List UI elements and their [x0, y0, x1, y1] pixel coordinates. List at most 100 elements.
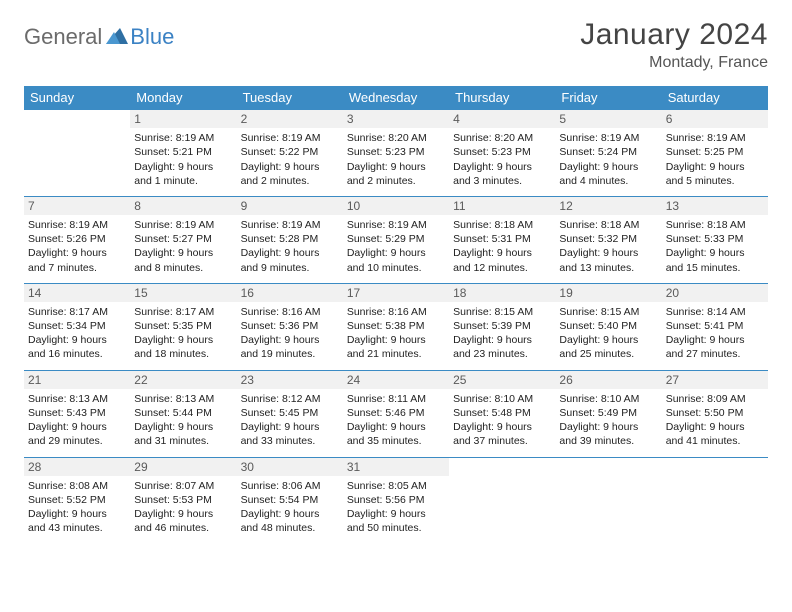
day-number: 15 — [130, 284, 236, 302]
sunset-line: Sunset: 5:54 PM — [241, 493, 339, 507]
day-number: 5 — [555, 110, 661, 128]
weekday-header: Sunday — [24, 86, 130, 110]
calendar-day-cell: 14Sunrise: 8:17 AMSunset: 5:34 PMDayligh… — [24, 283, 130, 370]
sunset-line: Sunset: 5:26 PM — [28, 232, 126, 246]
day-number: 11 — [449, 197, 555, 215]
calendar-day-cell — [662, 457, 768, 543]
sunrise-line: Sunrise: 8:06 AM — [241, 479, 339, 493]
sunrise-line: Sunrise: 8:18 AM — [559, 218, 657, 232]
sunset-line: Sunset: 5:56 PM — [347, 493, 445, 507]
calendar-day-cell: 2Sunrise: 8:19 AMSunset: 5:22 PMDaylight… — [237, 110, 343, 197]
sunset-line: Sunset: 5:40 PM — [559, 319, 657, 333]
sunset-line: Sunset: 5:49 PM — [559, 406, 657, 420]
sunset-line: Sunset: 5:45 PM — [241, 406, 339, 420]
sunset-line: Sunset: 5:22 PM — [241, 145, 339, 159]
calendar-day-cell — [24, 110, 130, 197]
calendar-day-cell: 22Sunrise: 8:13 AMSunset: 5:44 PMDayligh… — [130, 370, 236, 457]
calendar-body: 1Sunrise: 8:19 AMSunset: 5:21 PMDaylight… — [24, 110, 768, 544]
daylight-line: Daylight: 9 hours and 27 minutes. — [666, 333, 764, 361]
calendar-day-cell: 12Sunrise: 8:18 AMSunset: 5:32 PMDayligh… — [555, 196, 661, 283]
daylight-line: Daylight: 9 hours and 7 minutes. — [28, 246, 126, 274]
daylight-line: Daylight: 9 hours and 1 minute. — [134, 160, 232, 188]
daylight-line: Daylight: 9 hours and 41 minutes. — [666, 420, 764, 448]
sunset-line: Sunset: 5:48 PM — [453, 406, 551, 420]
sunset-line: Sunset: 5:31 PM — [453, 232, 551, 246]
sunset-line: Sunset: 5:25 PM — [666, 145, 764, 159]
sunset-line: Sunset: 5:23 PM — [347, 145, 445, 159]
calendar-day-cell: 30Sunrise: 8:06 AMSunset: 5:54 PMDayligh… — [237, 457, 343, 543]
day-number: 6 — [662, 110, 768, 128]
sunset-line: Sunset: 5:32 PM — [559, 232, 657, 246]
calendar-day-cell: 25Sunrise: 8:10 AMSunset: 5:48 PMDayligh… — [449, 370, 555, 457]
sunset-line: Sunset: 5:29 PM — [347, 232, 445, 246]
sunset-line: Sunset: 5:44 PM — [134, 406, 232, 420]
daylight-line: Daylight: 9 hours and 29 minutes. — [28, 420, 126, 448]
sunset-line: Sunset: 5:36 PM — [241, 319, 339, 333]
daylight-line: Daylight: 9 hours and 23 minutes. — [453, 333, 551, 361]
day-number: 29 — [130, 458, 236, 476]
calendar-week-row: 28Sunrise: 8:08 AMSunset: 5:52 PMDayligh… — [24, 457, 768, 543]
sunrise-line: Sunrise: 8:17 AM — [134, 305, 232, 319]
sunrise-line: Sunrise: 8:19 AM — [559, 131, 657, 145]
sunrise-line: Sunrise: 8:15 AM — [559, 305, 657, 319]
calendar-day-cell: 18Sunrise: 8:15 AMSunset: 5:39 PMDayligh… — [449, 283, 555, 370]
sunrise-line: Sunrise: 8:05 AM — [347, 479, 445, 493]
calendar-day-cell: 4Sunrise: 8:20 AMSunset: 5:23 PMDaylight… — [449, 110, 555, 197]
daylight-line: Daylight: 9 hours and 4 minutes. — [559, 160, 657, 188]
day-number: 2 — [237, 110, 343, 128]
sunset-line: Sunset: 5:33 PM — [666, 232, 764, 246]
weekday-header-row: Sunday Monday Tuesday Wednesday Thursday… — [24, 86, 768, 110]
sunrise-line: Sunrise: 8:19 AM — [666, 131, 764, 145]
daylight-line: Daylight: 9 hours and 16 minutes. — [28, 333, 126, 361]
daylight-line: Daylight: 9 hours and 2 minutes. — [241, 160, 339, 188]
sunset-line: Sunset: 5:27 PM — [134, 232, 232, 246]
sunset-line: Sunset: 5:52 PM — [28, 493, 126, 507]
sunset-line: Sunset: 5:24 PM — [559, 145, 657, 159]
calendar-day-cell: 11Sunrise: 8:18 AMSunset: 5:31 PMDayligh… — [449, 196, 555, 283]
calendar-day-cell: 17Sunrise: 8:16 AMSunset: 5:38 PMDayligh… — [343, 283, 449, 370]
day-number: 9 — [237, 197, 343, 215]
sunset-line: Sunset: 5:28 PM — [241, 232, 339, 246]
brand-logo: General Blue — [24, 18, 174, 50]
day-number: 20 — [662, 284, 768, 302]
calendar-day-cell: 7Sunrise: 8:19 AMSunset: 5:26 PMDaylight… — [24, 196, 130, 283]
daylight-line: Daylight: 9 hours and 25 minutes. — [559, 333, 657, 361]
brand-text-general: General — [24, 24, 102, 50]
daylight-line: Daylight: 9 hours and 15 minutes. — [666, 246, 764, 274]
weekday-header: Tuesday — [237, 86, 343, 110]
location-label: Montady, France — [580, 54, 768, 72]
daylight-line: Daylight: 9 hours and 43 minutes. — [28, 507, 126, 535]
sunrise-line: Sunrise: 8:10 AM — [453, 392, 551, 406]
sunrise-line: Sunrise: 8:09 AM — [666, 392, 764, 406]
calendar-day-cell: 1Sunrise: 8:19 AMSunset: 5:21 PMDaylight… — [130, 110, 236, 197]
weekday-header: Saturday — [662, 86, 768, 110]
daylight-line: Daylight: 9 hours and 39 minutes. — [559, 420, 657, 448]
day-number: 7 — [24, 197, 130, 215]
daylight-line: Daylight: 9 hours and 19 minutes. — [241, 333, 339, 361]
calendar-day-cell: 28Sunrise: 8:08 AMSunset: 5:52 PMDayligh… — [24, 457, 130, 543]
sunset-line: Sunset: 5:53 PM — [134, 493, 232, 507]
calendar-day-cell — [449, 457, 555, 543]
calendar-day-cell: 9Sunrise: 8:19 AMSunset: 5:28 PMDaylight… — [237, 196, 343, 283]
calendar-day-cell: 13Sunrise: 8:18 AMSunset: 5:33 PMDayligh… — [662, 196, 768, 283]
day-number: 28 — [24, 458, 130, 476]
header: General Blue January 2024 Montady, Franc… — [24, 18, 768, 72]
daylight-line: Daylight: 9 hours and 46 minutes. — [134, 507, 232, 535]
day-number: 16 — [237, 284, 343, 302]
day-number: 1 — [130, 110, 236, 128]
sunrise-line: Sunrise: 8:19 AM — [134, 218, 232, 232]
calendar-week-row: 7Sunrise: 8:19 AMSunset: 5:26 PMDaylight… — [24, 196, 768, 283]
day-number: 30 — [237, 458, 343, 476]
sunrise-line: Sunrise: 8:19 AM — [241, 218, 339, 232]
calendar-day-cell: 23Sunrise: 8:12 AMSunset: 5:45 PMDayligh… — [237, 370, 343, 457]
daylight-line: Daylight: 9 hours and 5 minutes. — [666, 160, 764, 188]
daylight-line: Daylight: 9 hours and 10 minutes. — [347, 246, 445, 274]
calendar-day-cell: 29Sunrise: 8:07 AMSunset: 5:53 PMDayligh… — [130, 457, 236, 543]
day-number: 4 — [449, 110, 555, 128]
calendar-day-cell: 24Sunrise: 8:11 AMSunset: 5:46 PMDayligh… — [343, 370, 449, 457]
calendar-day-cell: 16Sunrise: 8:16 AMSunset: 5:36 PMDayligh… — [237, 283, 343, 370]
sunrise-line: Sunrise: 8:19 AM — [134, 131, 232, 145]
sunset-line: Sunset: 5:38 PM — [347, 319, 445, 333]
sunrise-line: Sunrise: 8:14 AM — [666, 305, 764, 319]
sunrise-line: Sunrise: 8:10 AM — [559, 392, 657, 406]
